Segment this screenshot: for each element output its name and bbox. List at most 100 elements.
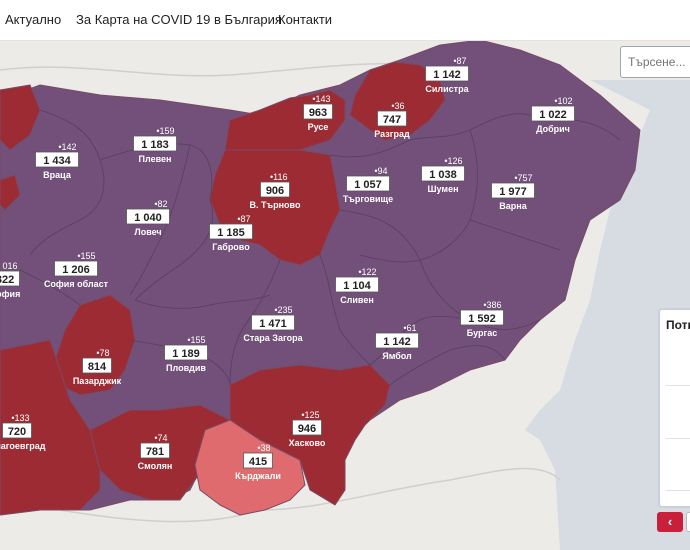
next-page-button[interactable] (686, 512, 690, 532)
region-total: 1 057 (354, 179, 382, 191)
region-new-cases: •142 (58, 142, 76, 152)
region-name: Пловдив (166, 363, 206, 373)
region-total: 1 183 (141, 139, 169, 151)
region-labels: 1 142 •87 Силистра 963 •143 Русе 747 •36 Разград… (0, 56, 575, 481)
region-new-cases: •757 (514, 173, 532, 183)
region-label[interactable]: 1 185 •87 Габрово (209, 214, 253, 252)
region-label[interactable]: 1 206 •155 София област (44, 251, 109, 289)
region-new-cases: •87 (237, 214, 250, 224)
region-total-box (292, 419, 322, 436)
region-name: София област (44, 279, 109, 289)
region-total-box (531, 105, 575, 122)
search-input[interactable] (620, 46, 690, 78)
region-name: Враца (43, 170, 72, 180)
region-total-box (425, 65, 469, 82)
region-label[interactable]: 1 434 •142 Враца (35, 142, 79, 180)
region-name: Шумен (427, 184, 458, 194)
region-total-box (2, 422, 32, 439)
region-total-box (82, 357, 112, 374)
chevron-left-icon[interactable]: ‹ (657, 512, 683, 532)
region-new-cases: •61 (403, 323, 416, 333)
region-label[interactable]: 1 977 •757 Варна (491, 173, 535, 211)
region-total-box (140, 442, 170, 459)
region-name: В. Търново (250, 200, 301, 210)
region-total-box (346, 175, 390, 192)
region-new-cases: •122 (358, 267, 376, 277)
region-label[interactable]: 415 •38 Кърджали (235, 443, 281, 481)
confirmed-cases-panel: Потв (658, 308, 690, 508)
region-label[interactable]: 1 142 •87 Силистра (425, 56, 470, 94)
region-new-cases: •155 (77, 251, 95, 261)
region-total-box (460, 309, 504, 326)
region-total-box (243, 452, 273, 469)
region-label[interactable]: 1 189 •155 Пловдив (164, 335, 208, 373)
region-name: Добрич (536, 124, 570, 134)
region-label[interactable]: 1 471 •235 Стара Загора (243, 305, 303, 343)
bulgaria-covid-map[interactable]: 1 142 •87 Силистра 963 •143 Русе 747 •36 Разград… (0, 40, 690, 550)
region-name: Бургас (467, 328, 498, 338)
region-label[interactable]: 1 022 •102 Добрич (531, 96, 575, 134)
region-label[interactable]: 814 •78 Пазарджик (73, 348, 122, 386)
region-name: Хасково (289, 438, 326, 448)
region-total-box (335, 276, 379, 293)
region-label[interactable]: 720 •133 Благоевград (0, 413, 46, 451)
black-sea (525, 80, 690, 550)
region-vidin[interactable] (0, 84, 41, 151)
danube-river (0, 62, 431, 77)
region-total: 1 471 (259, 318, 287, 330)
region-razgrad-shape[interactable] (349, 61, 446, 141)
region-label[interactable]: 747 •36 Разград (374, 101, 410, 139)
region-label[interactable]: 1 057 •94 Търговище (343, 166, 393, 204)
region-label[interactable]: 963 •143 Русе (303, 94, 333, 132)
region-label[interactable]: 946 •125 Хасково (289, 410, 326, 448)
region-total-box (303, 103, 333, 120)
region-name: Благоевград (0, 441, 46, 451)
region-new-cases: •82 (154, 199, 167, 209)
region-total-box (377, 110, 407, 127)
region-montana-edge[interactable] (0, 174, 21, 211)
region-new-cases: •126 (444, 156, 462, 166)
nav-link-about[interactable]: За Карта на COVID 19 в България (76, 12, 282, 27)
region-total: 1 040 (134, 212, 162, 224)
region-total: 1 142 (383, 336, 411, 348)
region-total: 1 022 (539, 109, 567, 121)
nav-link-current[interactable]: Актуално (5, 12, 62, 27)
region-total-box (421, 165, 465, 182)
region-total-box (251, 314, 295, 331)
region-pazardzhik-shape[interactable] (54, 294, 136, 396)
region-label[interactable]: 1 142 •61 Ямбол (375, 323, 419, 361)
region-label[interactable]: 1 592 •386 Бургас (460, 300, 504, 338)
region-total-box (126, 208, 170, 225)
region-label[interactable]: 1 104 •122 Сливен (335, 267, 379, 305)
region-label[interactable]: 1 183 •159 Плевен (133, 126, 177, 164)
region-total: 906 (266, 185, 284, 197)
region-label[interactable]: 906 •116 В. Търново (250, 172, 301, 210)
region-total: 1 206 (62, 264, 90, 276)
region-label[interactable]: 1 040 •82 Ловеч (126, 199, 170, 237)
region-total-box (491, 182, 535, 199)
region-total-box (54, 260, 98, 277)
region-name: Кърджали (235, 471, 281, 481)
top-navigation: Актуално За Карта на COVID 19 в България… (0, 0, 690, 41)
region-new-cases: •78 (96, 348, 109, 358)
region-total: 1 185 (217, 227, 245, 239)
region-name: Плевен (139, 154, 172, 164)
southern-border (59, 467, 561, 523)
region-label[interactable]: 781 •74 Смолян (138, 433, 173, 471)
region-name: Сливен (340, 295, 374, 305)
region-new-cases: •36 (391, 101, 404, 111)
region-new-cases: •116 (270, 172, 288, 182)
region-label[interactable]: 1 038 •126 Шумен (421, 156, 465, 194)
region-label[interactable]: 322 •1 016 София (0, 261, 20, 299)
region-name: Ловеч (134, 227, 161, 237)
region-new-cases: •386 (483, 300, 501, 310)
region-total: 781 (146, 446, 164, 458)
region-new-cases: •94 (374, 166, 387, 176)
region-name: Разград (374, 129, 410, 139)
region-new-cases: •155 (187, 335, 205, 345)
region-name: Стара Загора (243, 333, 303, 343)
region-total-box (35, 151, 79, 168)
nav-link-contacts[interactable]: Контакти (278, 12, 333, 27)
region-new-cases: •74 (154, 433, 167, 443)
region-total-box (133, 135, 177, 152)
